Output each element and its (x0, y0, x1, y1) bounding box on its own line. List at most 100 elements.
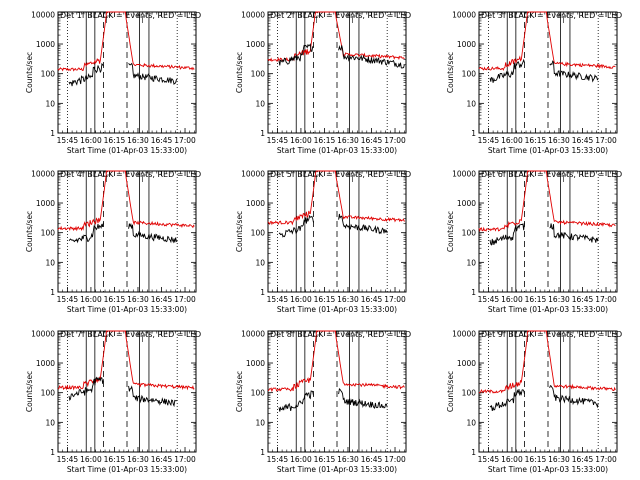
panel-title: Det 8f BLACK = Events, RED = LLD (270, 330, 411, 339)
y-tick-label: 10000 (31, 169, 55, 178)
panel-title: Det 3f BLACK = Events, RED = LLD (481, 11, 622, 20)
x-tick-label: 16:45 (151, 455, 173, 464)
y-tick-label: 100 (462, 389, 477, 398)
y-axis-label: Counts/sec (25, 371, 34, 412)
bracket-mark (316, 15, 321, 23)
x-tick-label: 16:45 (572, 295, 594, 304)
bracket-mark (142, 174, 147, 182)
x-tick-label: 15:45 (57, 295, 79, 304)
x-tick-label: 16:45 (572, 455, 594, 464)
black-events-series-2 (338, 388, 388, 409)
y-tick-label: 1000 (36, 199, 55, 208)
y-axis-label: Counts/sec (446, 371, 455, 412)
x-tick-label: 16:15 (314, 455, 336, 464)
y-tick-label: 10 (466, 258, 476, 267)
x-axis-label: Start Time (01-Apr-03 15:33:00) (277, 305, 397, 314)
x-tick-label: 17:00 (384, 295, 406, 304)
panel-title: Det 9f BLACK = Events, RED = LLD (481, 330, 622, 339)
panel-8: Det 8f BLACK = Events, RED = LLD 1 10 100 10… (235, 329, 411, 474)
x-tick-label: 16:15 (525, 455, 547, 464)
x-tick-label: 16:30 (127, 455, 149, 464)
red-lld-series (478, 330, 616, 394)
x-axis-label: Start Time (01-Apr-03 15:33:00) (67, 305, 187, 314)
panel-5: Det 5f BLACK = Events, RED = LLD 1 10 100 10… (235, 169, 411, 314)
bracket-mark (316, 174, 321, 182)
y-tick-label: 1 (50, 448, 55, 457)
x-tick-label: 16:45 (151, 136, 173, 145)
y-axis-label: Counts/sec (25, 52, 34, 93)
black-events-series-2 (549, 385, 599, 409)
bracket-mark (563, 334, 568, 342)
y-tick-label: 10000 (241, 10, 265, 19)
x-tick-label: 15:45 (267, 136, 289, 145)
red-lld-series (57, 330, 195, 391)
y-axis-label: Counts/sec (446, 211, 455, 252)
bracket-mark (316, 334, 321, 342)
x-tick-label: 16:45 (151, 295, 173, 304)
x-tick-label: 16:00 (80, 136, 102, 145)
x-tick-label: 16:15 (104, 295, 126, 304)
y-axis-label: Counts/sec (446, 52, 455, 93)
panel-title: Det 7f BLACK = Events, RED = LLD (60, 330, 201, 339)
x-tick-label: 16:30 (127, 136, 149, 145)
y-tick-label: 1000 (457, 40, 476, 49)
x-tick-label: 15:45 (57, 455, 79, 464)
y-tick-label: 10 (255, 258, 265, 267)
x-axis-label: Start Time (01-Apr-03 15:33:00) (67, 146, 187, 155)
x-tick-label: 16:15 (525, 136, 547, 145)
x-tick-label: 16:15 (314, 136, 336, 145)
x-tick-label: 17:00 (384, 136, 406, 145)
panel-9: Det 9f BLACK = Events, RED = LLD 1 10 100 10… (446, 329, 622, 474)
y-tick-label: 10000 (241, 329, 265, 338)
y-tick-label: 1 (260, 288, 265, 297)
x-tick-label: 16:30 (337, 455, 359, 464)
x-tick-label: 16:30 (548, 136, 570, 145)
red-lld-series (267, 170, 405, 226)
x-tick-label: 16:45 (361, 455, 383, 464)
y-tick-label: 100 (41, 389, 56, 398)
red-lld-series (57, 170, 195, 232)
black-events-series-2 (549, 223, 599, 243)
x-axis-label: Start Time (01-Apr-03 15:33:00) (488, 465, 608, 474)
x-tick-label: 16:00 (80, 295, 102, 304)
black-events-series-1 (278, 43, 314, 66)
x-tick-label: 16:30 (548, 455, 570, 464)
bracket-mark (142, 334, 147, 342)
y-tick-label: 1000 (246, 40, 265, 49)
black-events-series-1 (68, 222, 104, 244)
x-tick-label: 17:00 (174, 455, 196, 464)
x-tick-label: 16:15 (314, 295, 336, 304)
y-tick-label: 100 (251, 229, 266, 238)
y-tick-label: 10 (45, 258, 55, 267)
y-tick-label: 1000 (457, 199, 476, 208)
red-lld-series (478, 170, 616, 233)
panel-4: Det 4f BLACK = Events, RED = LLD 1 10 100 10… (25, 169, 201, 314)
y-tick-label: 1 (471, 129, 476, 138)
y-tick-label: 1 (260, 129, 265, 138)
bracket-mark (527, 15, 532, 23)
bracket-mark (106, 174, 111, 182)
bracket-mark (563, 174, 568, 182)
black-events-series-2 (549, 60, 599, 83)
x-tick-label: 16:15 (104, 136, 126, 145)
x-tick-label: 17:00 (174, 295, 196, 304)
bracket-mark (106, 15, 111, 23)
black-events-series-1 (489, 58, 525, 83)
black-events-series-2 (128, 385, 178, 408)
y-tick-label: 1000 (36, 359, 55, 368)
black-events-series-2 (128, 62, 178, 85)
y-tick-label: 10000 (31, 10, 55, 19)
x-tick-label: 16:30 (337, 136, 359, 145)
x-axis-label: Start Time (01-Apr-03 15:33:00) (67, 465, 187, 474)
bracket-mark (352, 15, 357, 23)
y-tick-label: 1 (50, 129, 55, 138)
panel-title: Det 4f BLACK = Events, RED = LLD (60, 170, 201, 179)
y-tick-label: 10 (466, 99, 476, 108)
black-events-series-2 (128, 222, 178, 244)
y-tick-label: 1 (50, 288, 55, 297)
y-tick-label: 100 (462, 229, 477, 238)
black-events-series-1 (489, 222, 525, 246)
bracket-mark (352, 334, 357, 342)
y-tick-label: 1000 (246, 199, 265, 208)
x-tick-label: 16:00 (290, 455, 312, 464)
